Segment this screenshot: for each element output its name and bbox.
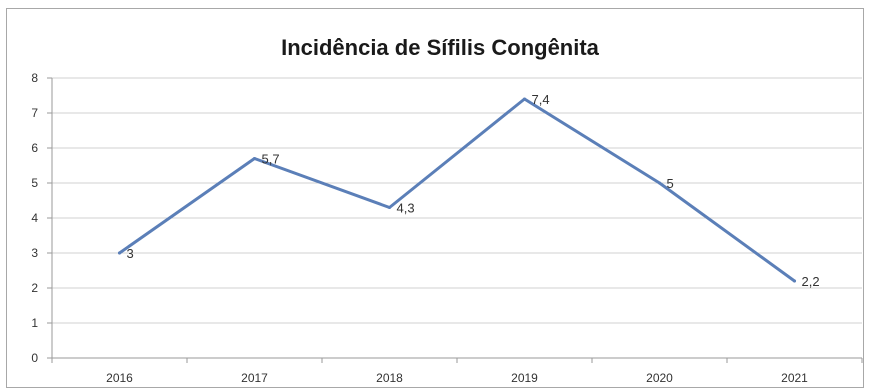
data-labels: 3 5,7 4,3 7,4 5 2,2 bbox=[127, 92, 820, 289]
chart-title: Incidência de Sífilis Congênita bbox=[281, 35, 600, 60]
x-tick-label-2021: 2021 bbox=[781, 371, 808, 385]
y-tick-label-0: 0 bbox=[31, 351, 38, 365]
x-tick-label-2020: 2020 bbox=[646, 371, 673, 385]
data-point-2019 bbox=[523, 97, 526, 101]
data-label-2019: 7,4 bbox=[532, 92, 550, 107]
x-tick-label-2017: 2017 bbox=[241, 371, 268, 385]
data-label-2018: 4,3 bbox=[397, 201, 415, 216]
data-label-2021: 2,2 bbox=[802, 274, 820, 289]
chart-frame bbox=[6, 8, 864, 388]
data-point-2020 bbox=[658, 181, 661, 185]
y-tick-label-2: 2 bbox=[31, 281, 38, 295]
y-tick-label-4: 4 bbox=[31, 211, 38, 225]
data-label-2020: 5 bbox=[667, 176, 674, 191]
y-tick-label-7: 7 bbox=[31, 106, 38, 120]
x-tick-label-2016: 2016 bbox=[106, 371, 133, 385]
y-tick-label-6: 6 bbox=[31, 141, 38, 155]
gridlines bbox=[52, 77, 862, 359]
axes: 0 1 2 3 4 5 6 7 8 2016 2017 2018 2019 2020 2021 bbox=[31, 71, 863, 385]
data-label-2016: 3 bbox=[127, 246, 134, 261]
y-tick-label-8: 8 bbox=[31, 71, 38, 85]
y-tick-label-5: 5 bbox=[31, 176, 38, 190]
y-tick-label-1: 1 bbox=[31, 316, 38, 330]
y-tick-label-3: 3 bbox=[31, 246, 38, 260]
x-tick-label-2018: 2018 bbox=[376, 371, 403, 385]
data-label-2017: 5,7 bbox=[262, 152, 280, 167]
x-tick-label-2019: 2019 bbox=[511, 371, 538, 385]
data-point-2021 bbox=[793, 279, 796, 283]
series-line-0 bbox=[118, 97, 796, 283]
data-point-2018 bbox=[388, 206, 391, 209]
data-point-2016 bbox=[118, 251, 121, 255]
series bbox=[118, 97, 796, 283]
data-point-2017 bbox=[253, 157, 256, 160]
